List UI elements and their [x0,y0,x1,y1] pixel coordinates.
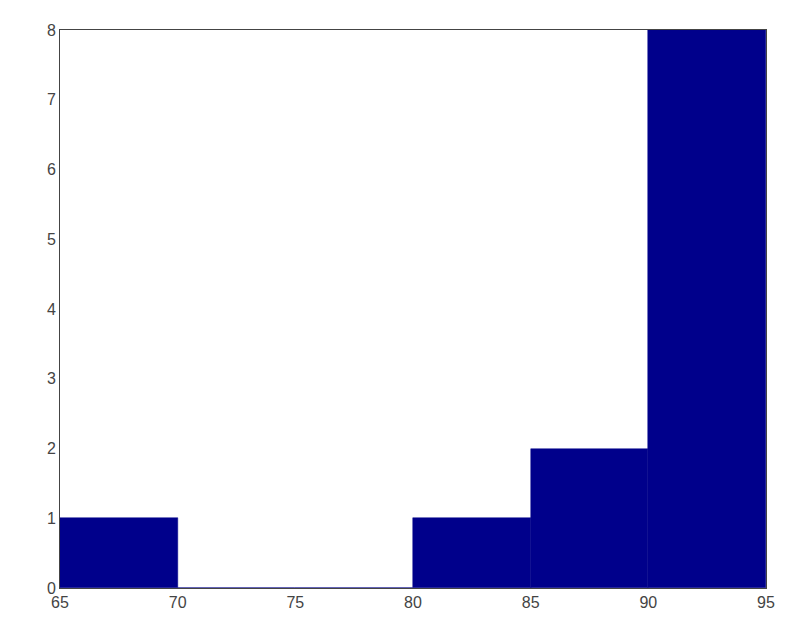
svg-text:0: 0 [47,580,56,597]
svg-text:7: 7 [47,91,56,108]
svg-text:85: 85 [522,594,540,611]
svg-text:4: 4 [47,301,56,318]
svg-text:70: 70 [169,594,187,611]
svg-text:6: 6 [47,161,56,178]
svg-text:5: 5 [47,231,56,248]
svg-text:65: 65 [51,594,69,611]
svg-text:80: 80 [404,594,422,611]
svg-text:2: 2 [47,440,56,457]
svg-text:90: 90 [639,594,657,611]
svg-text:95: 95 [757,594,775,611]
svg-text:75: 75 [286,594,304,611]
svg-text:3: 3 [47,370,56,387]
svg-text:1: 1 [47,510,56,527]
svg-text:8: 8 [47,22,56,39]
